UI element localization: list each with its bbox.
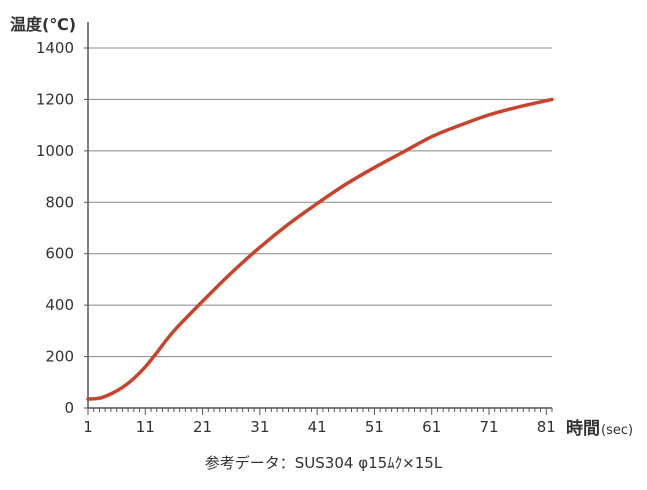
y-tick-label-200: 200 (45, 348, 74, 366)
x-tick-label-81: 81 (537, 418, 556, 436)
x-axis-unit-label: (sec) (601, 423, 633, 438)
y-tick-label-1200: 1200 (36, 90, 74, 108)
y-tick-label-1400: 1400 (36, 39, 74, 57)
x-tick-label-31: 31 (250, 418, 269, 436)
series-line-0 (86, 97, 554, 401)
x-tick-label-71: 71 (479, 418, 498, 436)
x-tick-label-21: 21 (193, 418, 212, 436)
y-tick-label-0: 0 (64, 399, 74, 417)
chart-caption: 参考データ：SUS304 φ15ﾑｸ×15L (204, 454, 443, 472)
x-tick-label-11: 11 (136, 418, 155, 436)
y-axis-label: 温度(℃) (9, 15, 76, 34)
x-tick-label-1: 1 (83, 418, 93, 436)
y-tick-label-600: 600 (45, 245, 74, 263)
y-tick-label-1000: 1000 (36, 142, 74, 160)
x-tick-label-61: 61 (422, 418, 441, 436)
y-tick-label-800: 800 (45, 193, 74, 211)
x-tick-label-51: 51 (365, 418, 384, 436)
y-tick-label-400: 400 (45, 296, 74, 314)
x-axis-label: 時間 (566, 418, 600, 439)
x-tick-label-41: 41 (308, 418, 327, 436)
